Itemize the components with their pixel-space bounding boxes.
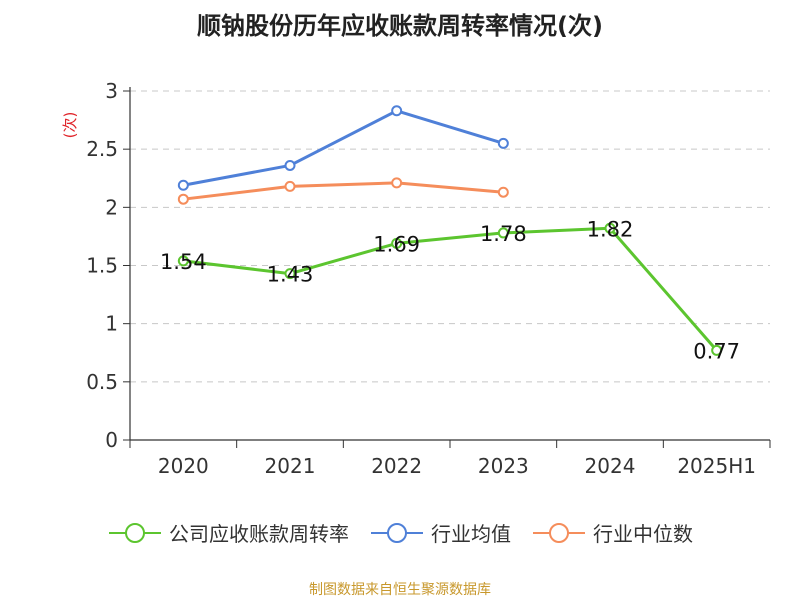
- legend-circle: [387, 522, 407, 543]
- grid-lines: [130, 90, 770, 383]
- data-point: [604, 222, 616, 234]
- data-label: 1.54: [160, 250, 207, 274]
- legend-item[interactable]: 公司应收账款周转率: [107, 518, 349, 547]
- data-point: [284, 268, 296, 280]
- legend-marker-icon: [109, 522, 161, 543]
- series-line-0: [183, 226, 718, 352]
- data-point: [497, 137, 509, 149]
- data-point: [177, 255, 189, 267]
- axes: 0 0.5 1 1.5 2 2.5 3 (次) 2020 2021 2022 2023 2024 2025…: [61, 79, 771, 478]
- source-note: 制图数据来自恒生聚源数据库: [309, 582, 491, 598]
- series-layer: [177, 105, 723, 356]
- y-tick-label: 0: [105, 428, 118, 452]
- series-line-1: [183, 109, 504, 187]
- chart-title: 顺钠股份历年应收账款周转率情况(次): [197, 12, 603, 40]
- legend-circle: [549, 522, 569, 543]
- data-point: [711, 344, 723, 356]
- legend-item[interactable]: 行业中位数: [531, 518, 693, 547]
- x-tick-label: 2020: [158, 454, 209, 478]
- data-labels: 1.54 1.43 1.69 1.78 1.82 0.77: [160, 217, 740, 363]
- legend-marker-icon: [533, 522, 585, 543]
- legend-label: 公司应收账款周转率: [169, 522, 349, 546]
- data-label: 1.78: [480, 222, 527, 246]
- legend: 公司应收账款周转率 行业均值 行业中位数: [0, 518, 800, 547]
- data-point: [284, 159, 296, 171]
- y-tick-label: 0.5: [86, 370, 118, 394]
- legend-label: 行业均值: [431, 522, 511, 546]
- data-point: [391, 237, 403, 249]
- x-tick-label: 2022: [371, 454, 422, 478]
- data-point: [391, 177, 403, 189]
- data-point: [497, 227, 509, 239]
- legend-item[interactable]: 行业均值: [369, 518, 511, 547]
- x-tick-label: 2023: [478, 454, 529, 478]
- legend-marker-icon: [371, 522, 423, 543]
- data-point: [284, 180, 296, 192]
- data-point: [391, 105, 403, 117]
- x-tick-label: 2021: [265, 454, 316, 478]
- y-tick-label: 3: [105, 79, 118, 103]
- y-tick-label: 1: [105, 312, 118, 336]
- data-point: [177, 193, 189, 205]
- legend-circle: [125, 522, 145, 543]
- data-point: [497, 186, 509, 198]
- data-label: 1.69: [373, 232, 420, 256]
- series-line-2: [183, 181, 504, 201]
- legend-label: 行业中位数: [593, 522, 693, 546]
- x-tick-label: 2025H1: [677, 454, 756, 478]
- data-label: 1.43: [267, 263, 314, 287]
- data-point: [177, 179, 189, 191]
- y-tick-label: 2.5: [86, 137, 118, 161]
- y-axis-label: (次): [61, 112, 79, 139]
- y-tick-label: 2: [105, 195, 118, 219]
- x-tick-label: 2024: [585, 454, 636, 478]
- y-tick-label: 1.5: [86, 254, 118, 278]
- data-label: 1.82: [587, 217, 634, 241]
- data-label: 0.77: [693, 339, 740, 363]
